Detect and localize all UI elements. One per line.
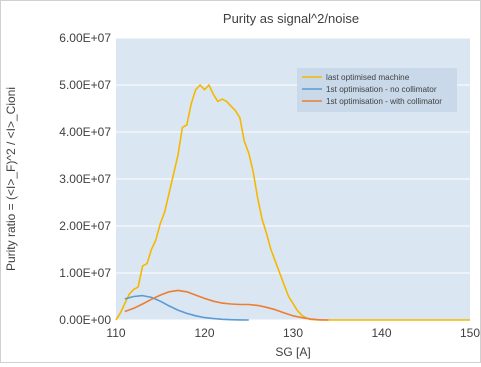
legend-label-1: last optimised machine <box>326 73 410 82</box>
legend-box <box>297 68 457 112</box>
x-axis-label: SG [A] <box>275 345 310 359</box>
y-tick-label: 2.00E+07 <box>59 219 111 233</box>
purity-chart: Purity as signal^2/noise 0.00E+00 1.00E+0… <box>4 11 480 359</box>
series-line-2 <box>124 294 249 321</box>
y-tick-label: 6.00E+07 <box>59 31 111 45</box>
legend-label-2: 1st optimisation - no collimator <box>326 85 437 94</box>
x-tick-label: 110 <box>106 326 125 340</box>
x-tick-label: 130 <box>283 326 303 340</box>
series-line-1 <box>115 84 470 321</box>
y-tick-label: 5.00E+07 <box>59 78 111 92</box>
legend: last optimised machine 1st optimisation -… <box>297 68 457 112</box>
x-tick-label: 140 <box>371 326 391 340</box>
y-tick-label: 4.00E+07 <box>59 125 111 139</box>
legend-label-3: 1st optimisation - with collimator <box>326 97 442 106</box>
y-axis-label: Purity ratio = (<I>_F)^2 / <I>_Cioni <box>4 87 18 271</box>
legend-entries: last optimised machine 1st optimisation -… <box>302 73 442 106</box>
x-tick-label: 120 <box>194 326 214 340</box>
y-tick-label: 3.00E+07 <box>59 172 111 186</box>
axis-tick-labels: 0.00E+00 1.00E+07 2.00E+07 3.00E+07 4.00E+07… <box>59 31 480 340</box>
series-line-3 <box>124 289 329 321</box>
y-tick-label: 0.00E+00 <box>59 313 111 327</box>
chart-title: Purity as signal^2/noise <box>223 11 359 26</box>
series-lines <box>115 84 470 321</box>
y-tick-label: 1.00E+07 <box>59 266 111 280</box>
x-tick-label: 150 <box>460 326 480 340</box>
